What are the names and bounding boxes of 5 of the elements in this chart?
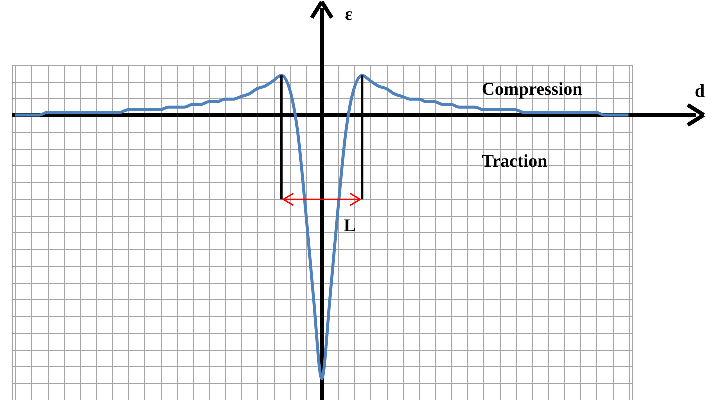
x-axis-title: d xyxy=(694,81,706,102)
annotation: Compression xyxy=(482,79,583,100)
annotation: Traction xyxy=(482,151,548,172)
y-axis-title: ε xyxy=(345,4,354,24)
annotation: L xyxy=(344,216,356,236)
